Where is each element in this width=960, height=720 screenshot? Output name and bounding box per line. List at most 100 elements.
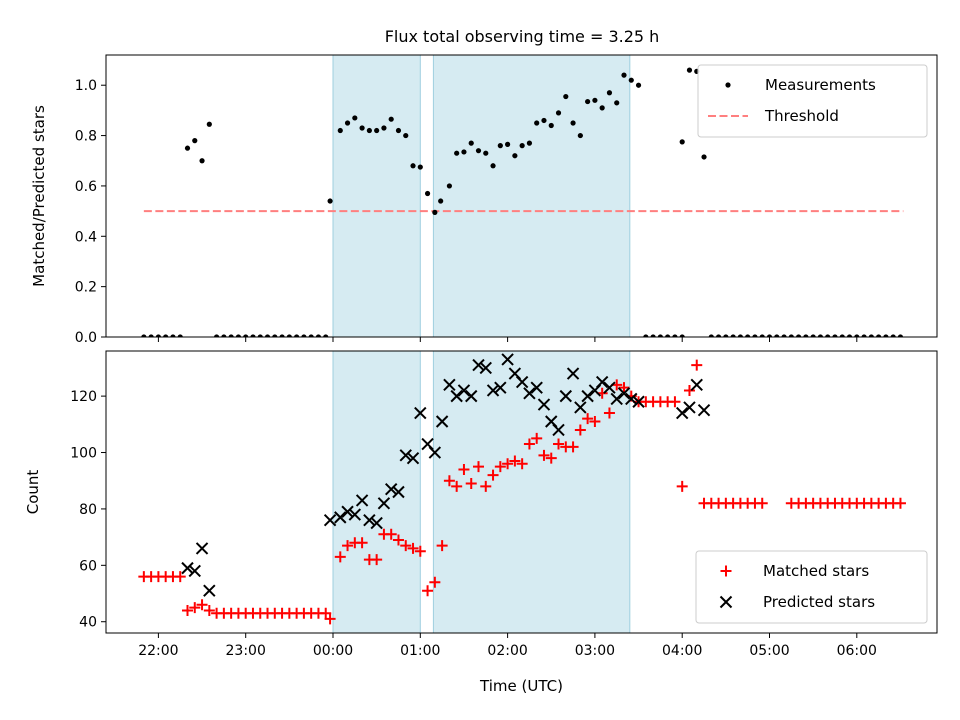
measurement-point xyxy=(286,334,292,337)
matched-star-point xyxy=(494,461,506,473)
measurement-point xyxy=(323,334,329,337)
predicted-star-point xyxy=(690,378,703,392)
measurement-point xyxy=(519,143,525,149)
matched-star-point xyxy=(676,480,688,492)
legend-label: Matched stars xyxy=(763,562,869,580)
predicted-star-point xyxy=(406,451,420,465)
matched-star-point xyxy=(531,432,543,444)
y-tick-label: 100 xyxy=(70,446,97,462)
y-tick-label: 1.0 xyxy=(75,78,97,94)
predicted-star-point xyxy=(625,392,638,406)
measurement-point xyxy=(432,209,438,215)
predicted-star-point xyxy=(457,384,471,397)
measurement-point xyxy=(861,334,867,337)
measurement-point xyxy=(381,125,387,131)
measurement-point xyxy=(490,163,496,169)
measurement-point xyxy=(403,132,409,139)
measurement-point xyxy=(803,334,809,337)
measurement-point xyxy=(301,334,307,337)
matched-star-point xyxy=(385,528,397,540)
measurement-point xyxy=(497,143,503,149)
predicted-star-point xyxy=(603,381,616,394)
measurement-point xyxy=(766,334,773,337)
matched-star-point xyxy=(189,602,201,614)
measurement-point xyxy=(708,334,714,337)
predicted-star-point xyxy=(574,401,587,414)
measurement-point xyxy=(570,120,576,126)
measurement-point xyxy=(810,334,816,337)
measurement-point xyxy=(839,334,845,337)
predicted-star-point xyxy=(414,406,427,420)
measurement-point xyxy=(410,163,416,169)
y-tick-label: 0.6 xyxy=(75,179,97,195)
x-tick-label: 04:00 xyxy=(662,643,702,659)
measurement-point xyxy=(628,77,634,83)
predicted-star-point xyxy=(559,389,573,403)
measurement-point xyxy=(781,334,787,337)
measurement-point xyxy=(548,122,554,129)
legend-marker xyxy=(725,82,731,88)
measurement-point xyxy=(621,72,627,78)
y-tick-label: 80 xyxy=(79,502,97,518)
predicted-star-point xyxy=(363,513,376,527)
predicted-star-point xyxy=(435,415,449,428)
observing-window-shade xyxy=(332,54,421,338)
legend: Measurements Threshold xyxy=(697,64,928,138)
measurement-point xyxy=(657,334,663,337)
observing-window-shade xyxy=(332,350,421,634)
measurement-point xyxy=(395,127,402,134)
measurement-point xyxy=(672,334,678,337)
ratio-panel: 0.0 0.2 0.4 0.6 0.8 1.0 Matched/Predicted star… xyxy=(30,54,938,346)
measurement-point xyxy=(665,334,671,337)
matched-star-point xyxy=(756,497,768,509)
y-tick-label: 0.8 xyxy=(75,129,97,145)
measurement-point xyxy=(650,334,656,337)
predicted-star-point xyxy=(370,516,383,530)
legend-marker xyxy=(720,565,732,577)
matched-star-point xyxy=(400,540,412,552)
matched-star-point xyxy=(603,407,615,419)
predicted-star-point xyxy=(399,449,412,462)
matched-star-point xyxy=(182,604,193,616)
matched-star-point xyxy=(371,554,383,566)
measurement-point xyxy=(897,334,904,337)
measurement-point xyxy=(250,334,256,337)
measurement-point xyxy=(228,334,234,337)
predicted-star-point xyxy=(334,511,347,524)
legend-label: Predicted stars xyxy=(763,593,875,611)
measurement-point xyxy=(424,190,431,197)
measurement-point xyxy=(745,334,751,337)
matched-star-point xyxy=(567,441,579,453)
measurement-point xyxy=(366,127,372,134)
measurement-point xyxy=(686,67,693,73)
measurement-point xyxy=(170,334,176,337)
matched-star-point xyxy=(509,455,521,467)
matched-star-point xyxy=(582,413,594,425)
measurement-point xyxy=(825,334,831,337)
measurement-point xyxy=(417,164,423,170)
matched-star-point xyxy=(392,534,404,546)
predicted-star-point xyxy=(632,395,645,408)
predicted-star-point xyxy=(472,358,485,372)
measurement-point xyxy=(264,334,271,337)
measurement-point xyxy=(846,334,853,337)
measurement-point xyxy=(279,334,285,337)
predicted-star-point xyxy=(384,482,398,496)
predicted-star-point xyxy=(530,381,543,394)
matched-star-point xyxy=(589,416,601,427)
measurement-point xyxy=(359,125,365,131)
measurement-point xyxy=(868,334,874,337)
predicted-star-point xyxy=(697,404,711,417)
measurement-point xyxy=(148,334,154,337)
measurement-point xyxy=(599,105,605,111)
axes-frame xyxy=(105,350,938,634)
measurement-point xyxy=(272,334,278,337)
x-tick-label: 22:00 xyxy=(138,643,178,659)
measurement-point xyxy=(155,334,161,337)
measurement-point xyxy=(643,334,649,337)
measurement-point xyxy=(788,334,794,337)
x-axis-label: Time (UTC) xyxy=(479,677,563,695)
matched-star-point xyxy=(523,438,535,450)
measurement-point xyxy=(817,334,824,337)
